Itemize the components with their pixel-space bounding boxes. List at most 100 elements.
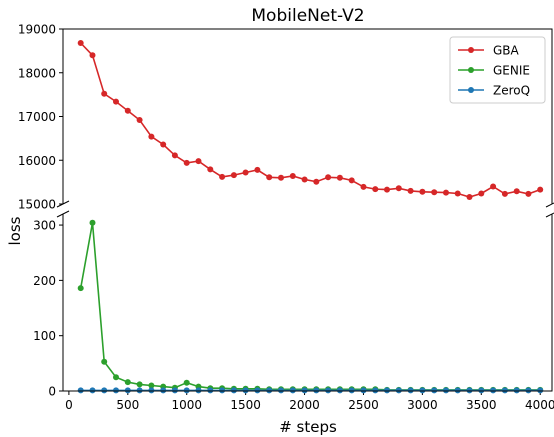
genie-data-point: [77, 285, 84, 292]
zeroq-data-point: [419, 387, 426, 394]
y-axis-label: loss: [6, 216, 24, 245]
legend: GBA GENIE ZeroQ: [449, 36, 546, 104]
x-tick-label: 1000: [171, 398, 202, 412]
genie-data-point: [124, 379, 131, 386]
upper-y-tick-label: 19000: [18, 23, 56, 37]
genie-data-point: [136, 381, 143, 388]
gba-data-point: [454, 190, 461, 197]
gba-data-point: [466, 194, 473, 200]
gba-data-point: [160, 141, 167, 148]
zeroq-data-point: [195, 387, 202, 394]
zeroq-data-point: [407, 387, 414, 394]
upper-plot-area: [77, 40, 544, 200]
zeroq-data-point: [325, 387, 332, 394]
gba-data-point: [289, 173, 296, 179]
zeroq-data-point: [219, 387, 226, 394]
x-tick-label: 2000: [289, 398, 320, 412]
legend-gba-marker: [468, 47, 474, 53]
lower-panel: 0 100 200 300 0 500 1000 1500 2000 2500 3000 3500 4…: [33, 219, 554, 412]
x-tick-label: 500: [116, 398, 139, 412]
gba-data-point: [443, 189, 449, 196]
gba-data-point: [278, 174, 284, 181]
gba-data-point: [301, 176, 308, 183]
upper-y-tick-label: 17000: [18, 110, 56, 124]
lower-y-tick-label: 200: [33, 274, 56, 288]
zeroq-data-point: [513, 387, 520, 394]
gba-data-point: [490, 183, 497, 190]
gba-data-point: [336, 174, 343, 181]
upper-panel: 15000 16000 17000 18000 19000: [18, 23, 544, 212]
legend-gba-label: GBA: [493, 44, 520, 58]
zeroq-data-point: [148, 387, 155, 394]
zeroq-data-point: [384, 387, 390, 394]
zeroq-data-point: [183, 387, 190, 394]
zeroq-data-point: [431, 387, 438, 394]
zeroq-data-point: [171, 387, 178, 394]
zeroq-data-point: [313, 387, 320, 394]
axis-break-mark: [545, 212, 554, 218]
x-tick-label: 1500: [230, 398, 261, 412]
gba-data-point: [113, 98, 119, 105]
gba-data-point: [325, 174, 332, 181]
zeroq-data-point: [266, 387, 273, 394]
genie-data-point: [89, 219, 96, 226]
upper-y-axis: 15000 16000 17000 18000 19000: [18, 23, 63, 212]
zeroq-data-point: [207, 387, 214, 394]
zeroq-data-point: [254, 387, 261, 394]
gba-series-line: [80, 42, 541, 198]
gba-data-point: [77, 40, 84, 46]
gba-data-point: [195, 158, 202, 165]
legend-genie-label: GENIE: [493, 64, 530, 78]
gba-data-point: [207, 166, 214, 173]
gba-data-point: [266, 174, 273, 181]
zeroq-data-point: [348, 387, 355, 394]
gba-data-point: [230, 172, 237, 179]
x-tick-label: 4000: [525, 398, 554, 412]
gba-data-point: [360, 183, 367, 190]
zeroq-data-point: [136, 387, 143, 394]
lower-y-tick-label: 300: [33, 219, 56, 233]
zeroq-data-point: [525, 387, 532, 394]
chart-title: MobileNet-V2: [251, 6, 364, 26]
gba-data-point: [148, 133, 155, 140]
x-axis: 0 500 1000 1500 2000 2500 3000 3500 4000: [65, 391, 554, 412]
zeroq-data-point: [443, 387, 449, 394]
x-axis-label: # steps: [279, 418, 337, 436]
axes-frames: [62, 28, 553, 392]
gba-data-point: [537, 186, 544, 193]
legend-genie-marker: [468, 67, 474, 73]
upper-frame: [62, 28, 553, 204]
lower-frame: [62, 214, 553, 392]
gba-data-point: [136, 117, 143, 123]
gba-data-point: [124, 107, 131, 114]
axis-break-mark: [56, 200, 70, 208]
zeroq-data-point: [101, 387, 108, 394]
gba-data-point: [395, 185, 402, 192]
genie-data-point: [101, 358, 108, 365]
gba-data-point: [219, 173, 226, 180]
genie-data-point: [148, 382, 155, 389]
gba-data-point: [419, 188, 426, 195]
lower-plot-area: [77, 219, 544, 394]
gba-data-point: [431, 189, 438, 196]
gba-data-point: [513, 188, 520, 195]
gba-data-point: [525, 190, 532, 197]
legend-zeroq-marker: [468, 87, 474, 93]
upper-y-tick-label: 16000: [18, 154, 56, 168]
upper-y-tick-label: 18000: [18, 66, 56, 80]
zeroq-data-point: [77, 387, 84, 394]
legend-zeroq-label: ZeroQ: [493, 84, 530, 98]
gba-data-point: [407, 187, 414, 194]
gba-data-point: [101, 90, 108, 97]
zeroq-data-point: [242, 387, 249, 394]
zeroq-data-point: [230, 387, 237, 394]
zeroq-data-point: [289, 387, 296, 394]
gba-data-point: [171, 152, 178, 159]
gba-data-point: [242, 169, 249, 176]
lower-y-axis: 0 100 200 300: [33, 219, 63, 399]
gba-data-point: [384, 186, 390, 193]
zeroq-data-point: [395, 387, 402, 394]
zeroq-data-point: [360, 387, 367, 394]
gba-data-point: [89, 52, 96, 59]
